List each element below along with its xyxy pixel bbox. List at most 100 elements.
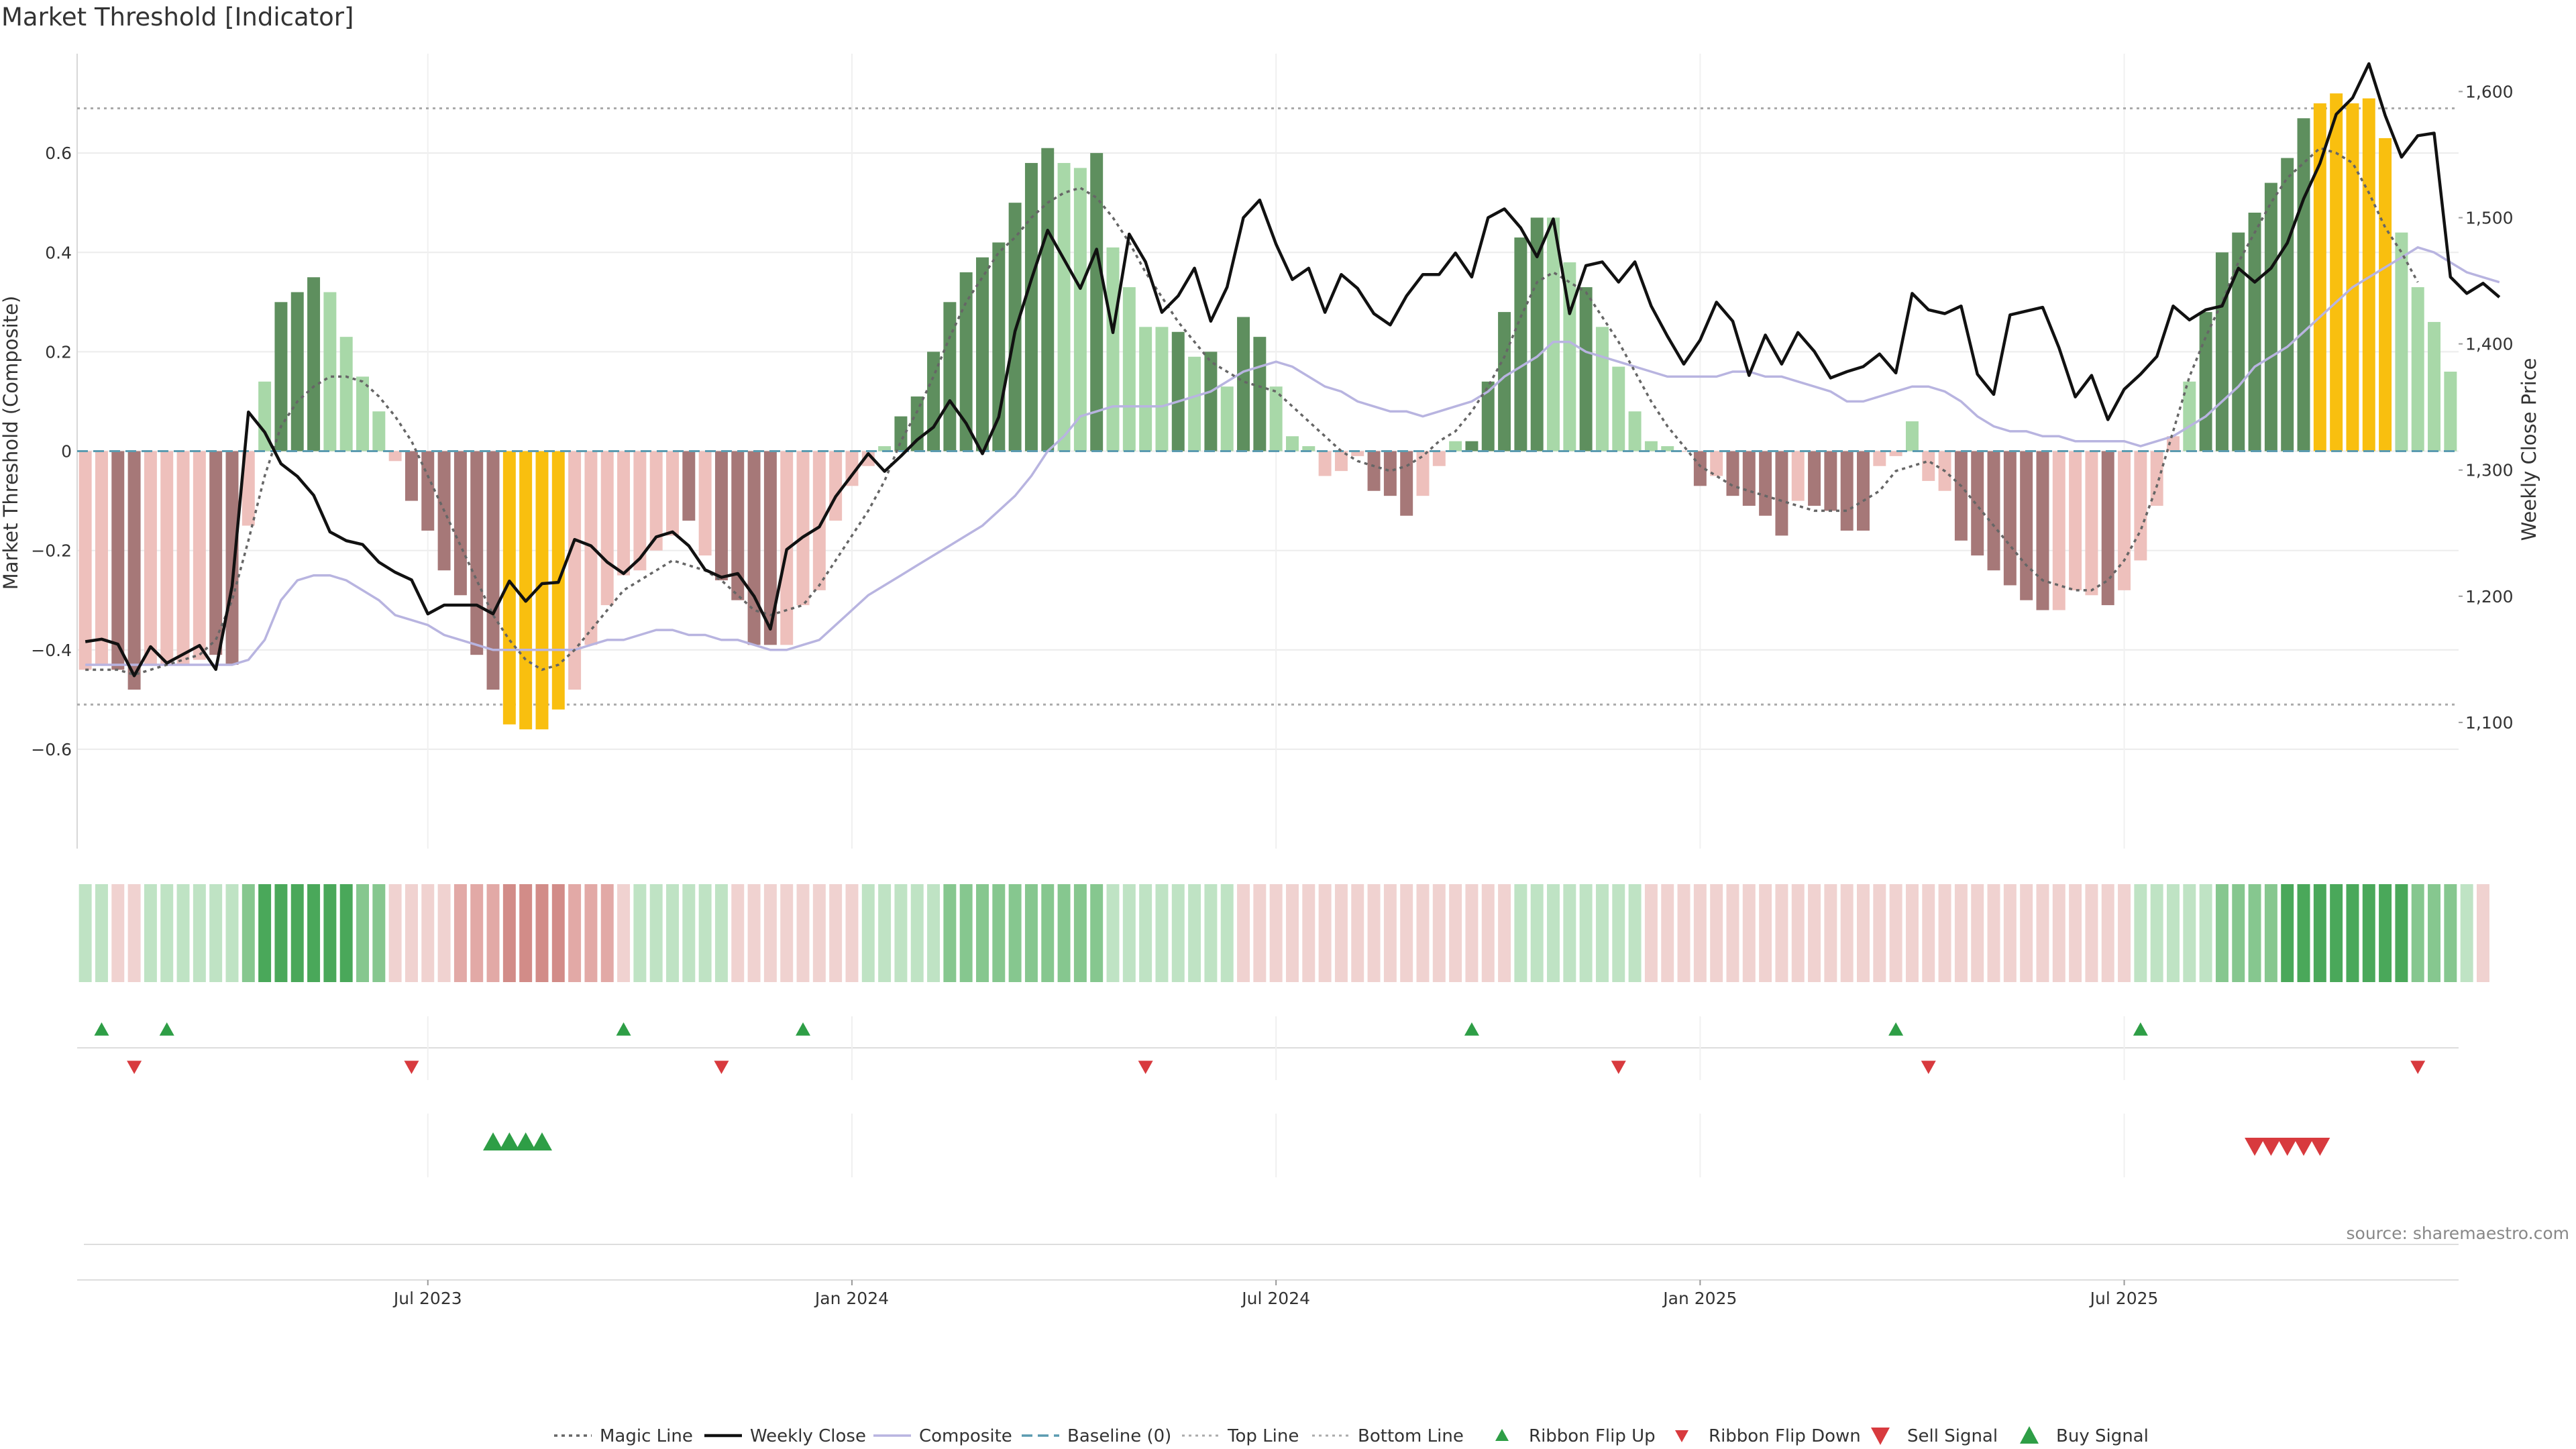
ribbon-cell bbox=[1302, 884, 1316, 982]
ribbon-cell bbox=[845, 884, 859, 982]
threshold-bar bbox=[519, 451, 533, 730]
ribbon-cell bbox=[2101, 884, 2114, 982]
threshold-bar bbox=[111, 451, 125, 670]
legend-item: Top Line bbox=[1182, 1426, 1299, 1446]
threshold-bar bbox=[2313, 103, 2326, 451]
ribbon-cell bbox=[1139, 884, 1152, 982]
ribbon-cell bbox=[1530, 884, 1544, 982]
threshold-bar bbox=[1840, 451, 1854, 531]
threshold-bar bbox=[356, 376, 369, 451]
threshold-bar bbox=[1334, 451, 1348, 472]
ribbon-cell bbox=[2118, 884, 2131, 982]
ribbon-cell bbox=[144, 884, 157, 982]
ribbon-cell bbox=[1367, 884, 1381, 982]
ribbon-cell bbox=[1334, 884, 1348, 982]
ribbon-cell bbox=[1383, 884, 1397, 982]
ribbon-cell bbox=[1922, 884, 1935, 982]
threshold-bar bbox=[1547, 217, 1560, 451]
ribbon-cell bbox=[1171, 884, 1185, 982]
ribbon-cell bbox=[1873, 884, 1886, 982]
threshold-bar bbox=[1073, 168, 1087, 451]
threshold-bar bbox=[1253, 337, 1267, 451]
threshold-bar bbox=[1742, 451, 1756, 506]
ribbon-cell bbox=[1791, 884, 1805, 982]
ribbon-cell bbox=[388, 884, 402, 982]
threshold-bar bbox=[584, 451, 598, 645]
ribbon-flip-down-marker bbox=[1611, 1061, 1626, 1074]
main-panel: 0.60.40.20−0.2−0.4−0.6 1,6001,5001,4001,… bbox=[0, 54, 2540, 849]
ribbon-cell bbox=[682, 884, 696, 982]
ribbon-cell bbox=[1938, 884, 1951, 982]
threshold-bar bbox=[2330, 93, 2343, 451]
ribbon-cell bbox=[1432, 884, 1446, 982]
ribbon-cell bbox=[421, 884, 435, 982]
legend-label: Sell Signal bbox=[1907, 1426, 1998, 1446]
legend-label: Weekly Close bbox=[750, 1426, 866, 1446]
legend-label: Ribbon Flip Down bbox=[1709, 1426, 1861, 1446]
ribbon-cell bbox=[568, 884, 582, 982]
ribbon-flip-up-marker bbox=[796, 1022, 811, 1036]
threshold-bar bbox=[1302, 446, 1316, 451]
threshold-bar bbox=[1090, 153, 1104, 451]
ribbon-cell bbox=[1220, 884, 1234, 982]
ribbon-cell bbox=[2020, 884, 2033, 982]
ribbon-cell bbox=[405, 884, 418, 982]
threshold-bar bbox=[1579, 287, 1593, 451]
ribbon-cell bbox=[959, 884, 973, 982]
threshold-bar bbox=[209, 451, 223, 655]
ribbon-cell bbox=[1954, 884, 1968, 982]
ribbon-flip-down-marker bbox=[1138, 1061, 1153, 1074]
x-tick-label: Jul 2024 bbox=[1240, 1289, 1310, 1308]
threshold-bar bbox=[274, 302, 288, 451]
ribbon-cell bbox=[878, 884, 892, 982]
threshold-bar bbox=[959, 272, 973, 451]
threshold-bar bbox=[1188, 356, 1201, 451]
ribbon-cell bbox=[747, 884, 761, 982]
threshold-bar bbox=[1808, 451, 1821, 506]
ribbon-flip-up-marker bbox=[616, 1022, 631, 1036]
ribbon-cell bbox=[241, 884, 255, 982]
ribbon-cell bbox=[1661, 884, 1674, 982]
threshold-bar bbox=[1954, 451, 1968, 541]
threshold-bar bbox=[1498, 312, 1511, 451]
threshold-bar bbox=[405, 451, 418, 501]
y2-tick-label: 1,200 bbox=[2465, 587, 2514, 606]
threshold-bar bbox=[943, 302, 957, 451]
source-text: source: sharemaestro.com bbox=[2347, 1224, 2570, 1243]
chart-title: Market Threshold [Indicator] bbox=[1, 3, 354, 32]
ribbon-cell bbox=[796, 884, 810, 982]
ribbon-cell bbox=[356, 884, 369, 982]
legend-item: Ribbon Flip Down bbox=[1675, 1426, 1861, 1446]
threshold-bar bbox=[2248, 213, 2261, 451]
x-tick-label: Jan 2024 bbox=[814, 1289, 889, 1308]
ribbon-cell bbox=[1644, 884, 1658, 982]
ribbon-cell bbox=[339, 884, 353, 982]
threshold-bar bbox=[600, 451, 614, 606]
ribbon-cell bbox=[1073, 884, 1087, 982]
ribbon-cell bbox=[714, 884, 728, 982]
ribbon-cell bbox=[111, 884, 125, 982]
ribbon-cell bbox=[1579, 884, 1593, 982]
threshold-bar bbox=[127, 451, 141, 690]
threshold-bar bbox=[1024, 162, 1038, 451]
threshold-bar bbox=[878, 446, 892, 451]
ribbon-cell bbox=[2330, 884, 2343, 982]
ribbon-cell bbox=[763, 884, 777, 982]
legend-item: Bottom Line bbox=[1312, 1426, 1464, 1446]
threshold-bar bbox=[1318, 451, 1332, 476]
ribbon-cell bbox=[1759, 884, 1772, 982]
ribbon-cell bbox=[1351, 884, 1364, 982]
ribbon-cell bbox=[617, 884, 631, 982]
threshold-bar bbox=[2264, 182, 2277, 451]
ribbon-cell bbox=[1905, 884, 1919, 982]
ribbon-cell bbox=[1563, 884, 1576, 982]
threshold-bar bbox=[290, 292, 304, 451]
threshold-bar bbox=[1416, 451, 1430, 496]
y-tick-label: −0.2 bbox=[31, 541, 72, 561]
threshold-bar bbox=[2395, 232, 2408, 451]
threshold-bar bbox=[1204, 352, 1218, 451]
ribbon-cell bbox=[2069, 884, 2082, 982]
ribbon-cell bbox=[992, 884, 1006, 982]
threshold-bar bbox=[2215, 252, 2229, 451]
